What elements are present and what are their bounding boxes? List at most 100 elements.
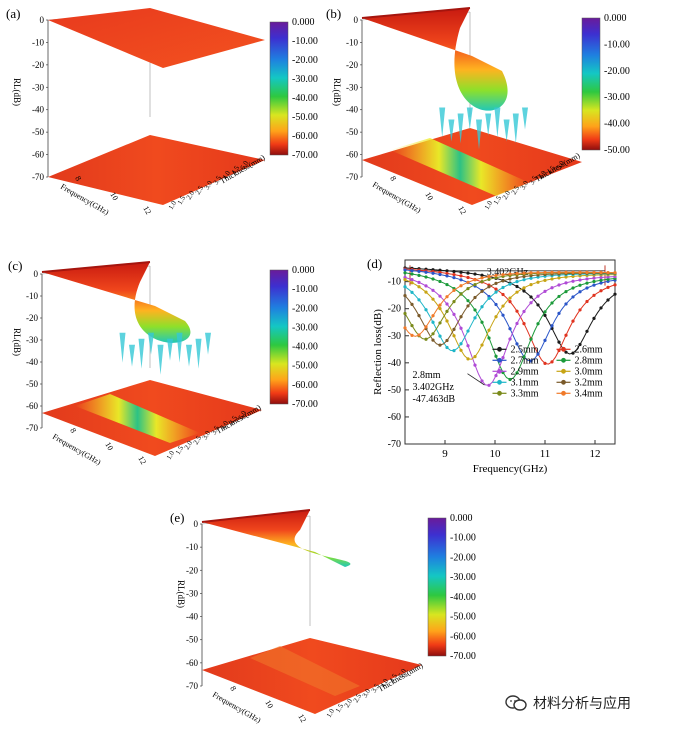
colorbar-tick-label: -10.00 bbox=[292, 284, 318, 295]
series-point bbox=[522, 271, 526, 275]
series-point bbox=[599, 278, 603, 282]
series-point bbox=[459, 270, 463, 274]
series-point bbox=[459, 274, 463, 278]
series-point bbox=[480, 276, 484, 280]
series-point bbox=[543, 310, 547, 314]
series-point bbox=[494, 354, 498, 358]
series-point bbox=[571, 286, 575, 290]
series-point bbox=[571, 279, 575, 283]
series-point bbox=[508, 272, 512, 276]
colorbar-tick-label: -60.00 bbox=[292, 380, 318, 391]
series-point bbox=[529, 271, 533, 275]
series-point bbox=[445, 309, 449, 313]
series-point bbox=[417, 280, 421, 284]
series-point bbox=[599, 306, 603, 310]
series-point bbox=[452, 349, 456, 353]
y-tick-label: 3.5 bbox=[210, 424, 222, 436]
series-point bbox=[543, 270, 547, 275]
z-tick-label: -40 bbox=[32, 105, 44, 115]
z-tick-label: -60 bbox=[346, 150, 358, 160]
colorbar-tick-label: -70.00 bbox=[450, 651, 476, 662]
series-point bbox=[592, 270, 596, 275]
y-tick-label: 1.5 bbox=[176, 194, 188, 206]
floor-projection bbox=[48, 135, 265, 205]
series-point bbox=[438, 272, 442, 277]
z-axis-title: RL(dB) bbox=[332, 78, 342, 106]
series-point bbox=[473, 295, 477, 300]
colorbar-tick-label: 0.000 bbox=[450, 513, 473, 524]
series-point bbox=[466, 275, 470, 280]
colorbar bbox=[269, 21, 289, 156]
series-point bbox=[529, 283, 533, 287]
colorbar-tick-label: -50.00 bbox=[450, 612, 476, 623]
y-tick-label: 3.5 bbox=[370, 682, 382, 694]
series-point bbox=[466, 329, 470, 333]
floor-absorption-band bbox=[390, 138, 530, 196]
colorbar-tick-label: -40.00 bbox=[292, 93, 318, 104]
series-point bbox=[494, 281, 498, 285]
series-point bbox=[536, 322, 540, 326]
y-tick-label: -30 bbox=[388, 331, 401, 342]
z-tick-label: -50 bbox=[26, 379, 38, 389]
series-point bbox=[445, 271, 449, 276]
series-point bbox=[459, 292, 463, 296]
series-3.0mm bbox=[403, 272, 617, 361]
series-point bbox=[459, 278, 463, 282]
z-tick-label: -20 bbox=[186, 565, 198, 575]
series-point bbox=[438, 321, 442, 325]
y-tick-label: 4.0 bbox=[221, 169, 233, 181]
series-point bbox=[438, 268, 442, 272]
series-point bbox=[578, 278, 582, 282]
series-point bbox=[585, 281, 589, 285]
y-tick-label: 1.5 bbox=[174, 444, 186, 456]
series-point bbox=[515, 290, 519, 294]
colorbar bbox=[427, 517, 447, 657]
z-tick-label: -40 bbox=[186, 612, 198, 622]
x-tick-label: 10 bbox=[108, 191, 120, 202]
y-tick-label: -60 bbox=[388, 412, 401, 423]
series-point bbox=[578, 270, 582, 274]
series-point bbox=[501, 285, 505, 290]
y-tick-label: -70 bbox=[388, 439, 401, 450]
series-point bbox=[403, 326, 407, 330]
series-point bbox=[564, 275, 568, 279]
series-point bbox=[445, 269, 449, 273]
series-point bbox=[557, 294, 561, 299]
z-tick-label: 0 bbox=[354, 15, 359, 25]
x-axis-title: Frequency(GHz) bbox=[211, 690, 263, 725]
series-point bbox=[592, 276, 596, 280]
series-point bbox=[431, 320, 435, 324]
x-tick-label: 12 bbox=[456, 205, 468, 216]
y-tick-label: 5.0 bbox=[397, 667, 409, 679]
series-point bbox=[487, 336, 491, 340]
y-tick-label: 3.0 bbox=[361, 687, 373, 699]
x-tick-label: 10 bbox=[263, 699, 275, 710]
z-tick-label: -10 bbox=[26, 291, 38, 301]
y-tick-label: 5.0 bbox=[555, 159, 567, 171]
legend-swatch-marker bbox=[561, 368, 566, 374]
z-axis-title: RL(dB) bbox=[12, 78, 22, 106]
colorbar-tick-label: -40.00 bbox=[450, 592, 476, 603]
series-point bbox=[508, 282, 512, 286]
legend-label: 3.4mm bbox=[575, 388, 603, 399]
series-point bbox=[459, 284, 463, 288]
y-tick-label: 2.0 bbox=[501, 189, 513, 201]
panel-label: (d) bbox=[367, 256, 382, 271]
y-tick-label: 3.0 bbox=[203, 179, 215, 191]
series-point bbox=[564, 281, 568, 285]
colorbar bbox=[581, 17, 601, 151]
x-tick-label: 11 bbox=[540, 448, 551, 460]
series-point bbox=[508, 296, 512, 300]
rl-surface bbox=[362, 8, 508, 111]
y-tick-label: 1.0 bbox=[483, 199, 495, 211]
colorbar-tick-label: -40.00 bbox=[604, 119, 630, 130]
series-point bbox=[431, 297, 435, 301]
z-tick-label: -40 bbox=[26, 357, 38, 367]
series-point bbox=[522, 355, 526, 359]
series-point bbox=[599, 270, 603, 275]
series-point bbox=[515, 275, 519, 280]
series-point bbox=[508, 300, 512, 304]
rl-surface bbox=[42, 262, 191, 343]
annotation-arrow bbox=[467, 373, 485, 386]
series-point bbox=[571, 295, 575, 299]
